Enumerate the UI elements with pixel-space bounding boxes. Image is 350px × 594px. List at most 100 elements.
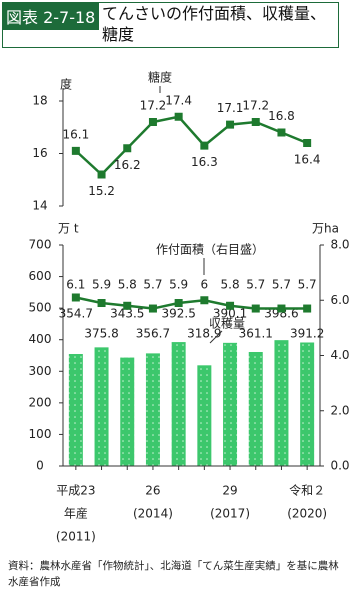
x-tick-label: 年産: [64, 506, 88, 521]
value-label: 6.1: [66, 278, 85, 292]
marker: [71, 146, 80, 155]
value-label: 5.7: [143, 278, 162, 292]
bar: [197, 365, 212, 466]
value-label: 392.5: [161, 307, 195, 321]
bar: [68, 354, 83, 466]
figure-label: 図表 2-7-18: [2, 2, 100, 30]
y-axis-label: 万 t: [58, 222, 79, 236]
value-label: 17.1: [217, 101, 244, 115]
marker: [97, 170, 106, 179]
bar: [223, 342, 238, 466]
x-tick-label: 平成23: [56, 484, 95, 498]
y-tick-label: 200: [29, 395, 52, 409]
value-label: 17.2: [242, 99, 269, 113]
y-tick-label: 14: [32, 199, 47, 213]
bar: [300, 342, 315, 466]
y-tick-label: 500: [29, 301, 52, 315]
value-label: 343.5: [110, 307, 144, 321]
series-label: 作付面積（右目盛）: [156, 242, 264, 257]
marker: [277, 128, 286, 137]
bar: [94, 347, 109, 466]
y-tick-label: 16: [32, 146, 47, 160]
marker: [174, 112, 183, 121]
marker: [277, 304, 286, 313]
x-tick-label: 26: [145, 484, 160, 498]
value-label: 17.2: [140, 99, 167, 113]
marker: [123, 144, 132, 153]
y-tick-label: 0: [36, 459, 44, 473]
value-label: 5.7: [272, 278, 291, 292]
y2-tick-label: 6.0: [330, 293, 349, 307]
figure-title: てんさいの作付面積、収穫量、糖度: [102, 4, 327, 44]
value-label: 391.2: [290, 327, 324, 341]
marker: [251, 118, 260, 126]
marker: [148, 304, 157, 313]
marker: [226, 301, 235, 310]
value-label: 354.7: [59, 307, 93, 321]
value-label: 5.7: [298, 278, 317, 292]
y2-tick-label: 4.0: [330, 348, 349, 362]
y2-tick-label: 8.0: [330, 238, 349, 252]
marker: [200, 141, 209, 150]
marker: [226, 120, 235, 129]
marker: [200, 296, 209, 305]
header: 図表 2-7-18 てんさいの作付面積、収穫量、糖度: [2, 2, 348, 48]
line: [75, 115, 308, 177]
value-label: 5.7: [246, 278, 265, 292]
y-tick-label: 400: [29, 332, 52, 346]
bar: [145, 353, 160, 466]
value-label: 16.2: [114, 158, 141, 172]
y-tick-label: 300: [29, 364, 52, 378]
marker: [251, 304, 260, 313]
y-axis-label: 度: [60, 77, 72, 92]
y2-tick-label: 0.0: [330, 459, 349, 473]
value-label: 16.1: [62, 127, 89, 141]
source-note: 資料：農林水産省「作物統計」、北海道「てん菜生産実績」を基に農林水産省作成: [8, 560, 339, 588]
bar: [171, 342, 186, 466]
value-label: 5.9: [92, 278, 111, 292]
value-label: 398.6: [264, 307, 298, 321]
y2-axis-label: 万ha: [312, 222, 339, 236]
value-label: 361.1: [239, 327, 273, 341]
value-label: 17.4: [165, 93, 192, 107]
annotation: 糖度: [148, 70, 172, 85]
value-label: 5.8: [221, 278, 240, 292]
value-label: 16.8: [268, 109, 295, 123]
marker: [174, 299, 183, 308]
x-tick-label: 令和２: [289, 483, 325, 498]
value-label: 390.1: [213, 307, 247, 321]
value-label: 15.2: [88, 184, 115, 198]
marker: [71, 293, 80, 302]
y-tick-label: 18: [32, 94, 47, 108]
marker: [148, 118, 157, 126]
y-tick-label: 600: [29, 269, 52, 283]
bar: [274, 340, 289, 466]
y-tick-label: 100: [29, 427, 52, 441]
bar: [120, 357, 135, 466]
chart: 度14161816.115.216.217.217.416.317.117.21…: [29, 70, 350, 544]
value-label: 6: [201, 278, 209, 292]
value-label: 318.9: [187, 327, 221, 341]
value-label: 16.4: [294, 153, 321, 167]
marker: [123, 301, 132, 310]
marker: [303, 304, 312, 313]
x-tick-label: (2011): [56, 530, 96, 544]
leader: [209, 330, 223, 344]
y2-tick-label: 2.0: [330, 403, 349, 417]
line: [75, 296, 308, 310]
bar: [248, 351, 263, 466]
marker: [97, 299, 106, 308]
series-label: 収穫量: [209, 317, 245, 331]
value-label: 5.8: [118, 278, 137, 292]
value-label: 375.8: [84, 327, 118, 341]
x-tick-label: 29: [222, 484, 237, 498]
x-tick-label: (2020): [287, 507, 327, 521]
y-tick-label: 700: [29, 238, 52, 252]
value-label: 5.9: [169, 278, 188, 292]
marker: [303, 139, 312, 147]
x-tick-label: (2017): [210, 507, 250, 521]
value-label: 16.3: [191, 155, 218, 169]
x-tick-label: (2014): [133, 507, 173, 521]
value-label: 356.7: [136, 327, 170, 341]
